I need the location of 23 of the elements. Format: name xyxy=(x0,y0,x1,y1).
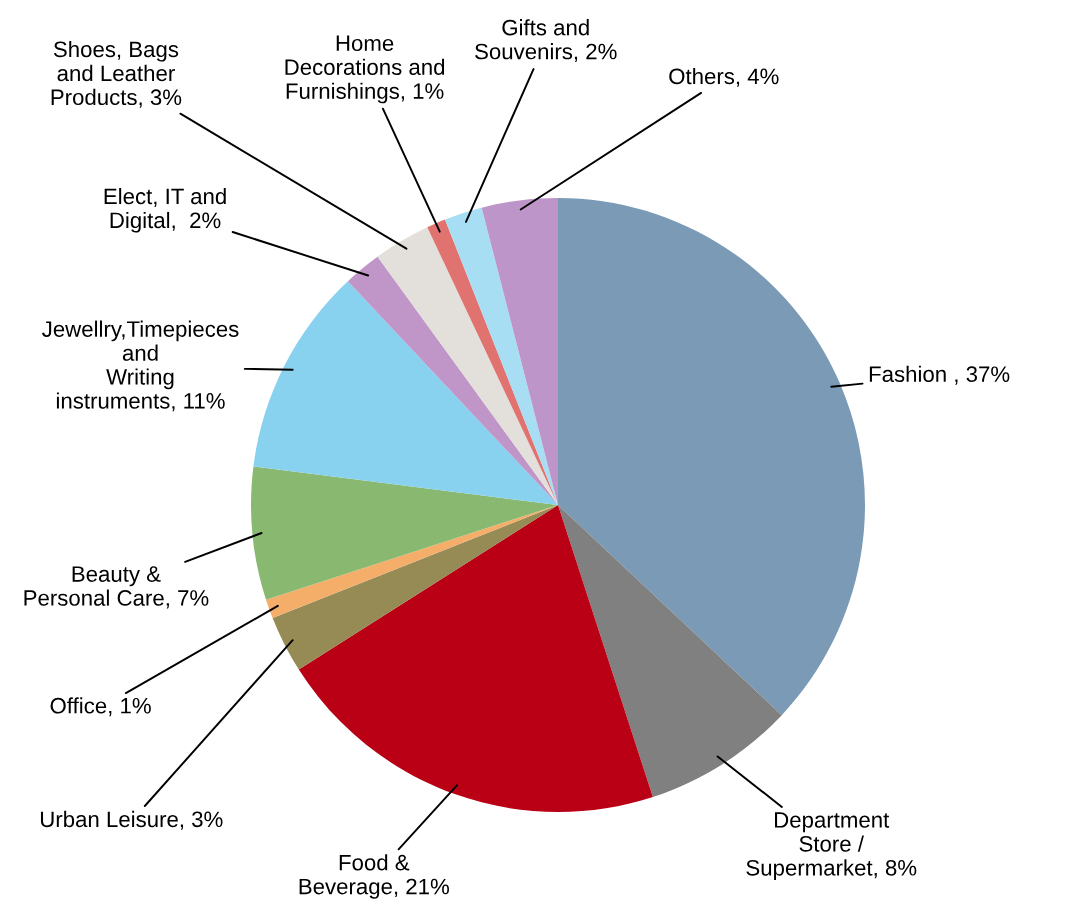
pie-slice xyxy=(253,281,558,505)
slice-label: Food & Beverage, 21% xyxy=(299,854,449,899)
pie-slice xyxy=(377,227,558,505)
slice-label: Fashion , 37% xyxy=(869,365,1010,385)
slice-label: Others, 4% xyxy=(669,67,779,87)
pie-slice xyxy=(272,505,558,670)
pie-slice xyxy=(558,198,865,716)
pie-slice xyxy=(251,466,558,600)
pie-slice xyxy=(266,505,558,619)
pie-slice xyxy=(481,198,558,505)
pie-slice xyxy=(427,219,558,505)
slice-label: Beauty & Personal Care, 7% xyxy=(24,566,209,609)
slice-label: Home Decorations and Furnishings, 1% xyxy=(285,35,445,104)
pie-slice xyxy=(444,207,558,505)
slice-label: Elect, IT and Digital, 2% xyxy=(104,187,226,233)
pie-slice xyxy=(558,505,782,797)
slice-label: Shoes, Bags and Leather Products, 3% xyxy=(51,40,182,108)
slice-label: Department Store / Supermarket, 8% xyxy=(746,812,917,881)
slice-label: Urban Leisure, 3% xyxy=(40,810,223,830)
slice-label: Jewellry,Timepieces and Writing instruments, 11% xyxy=(42,320,239,412)
slice-label: Gifts and Souvenirs, 2% xyxy=(475,19,617,62)
pie-slice xyxy=(298,505,653,812)
slice-label: Office, 1% xyxy=(50,697,151,717)
